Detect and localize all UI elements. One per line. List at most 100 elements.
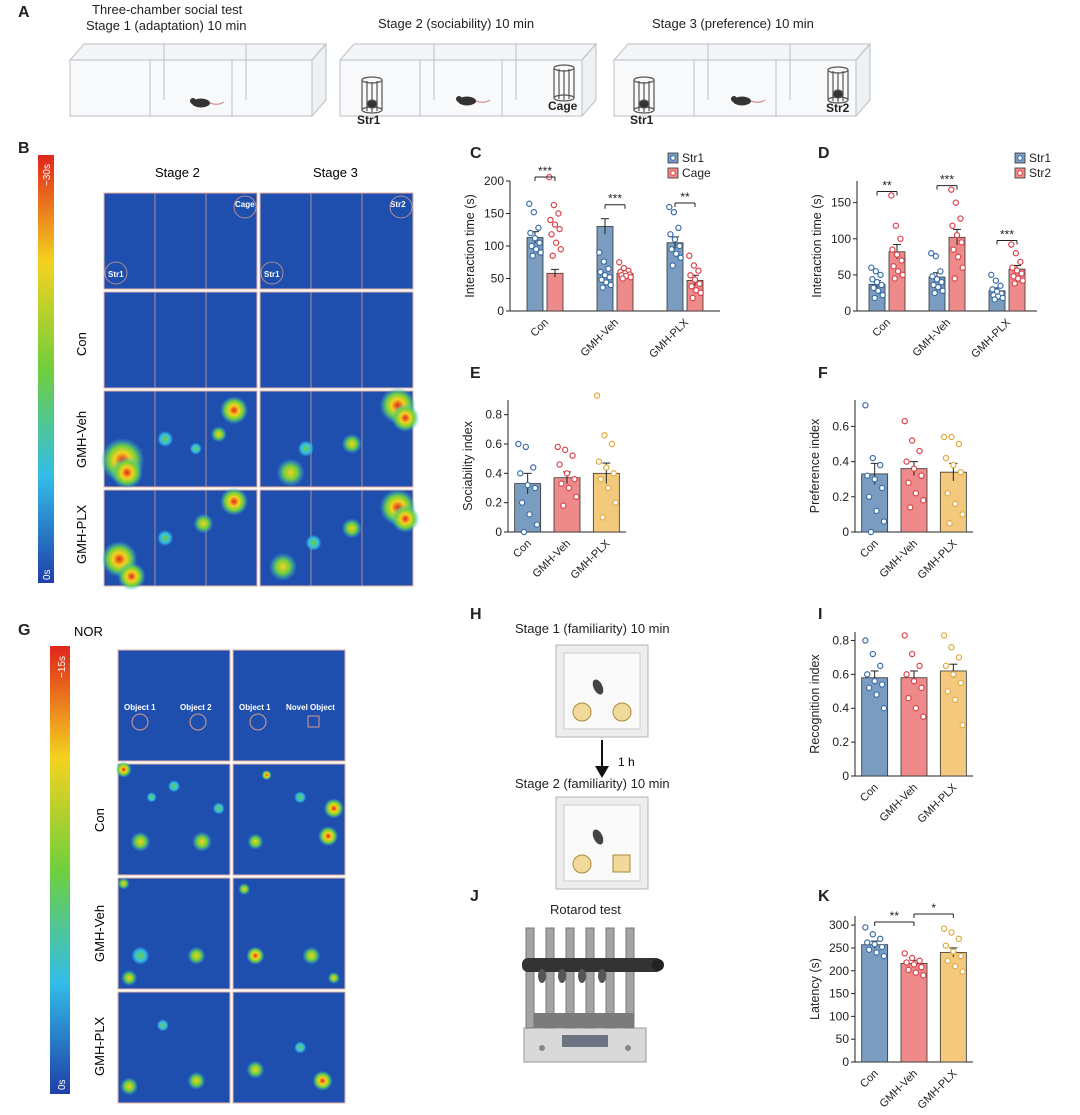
data-point <box>942 662 950 670</box>
data-point <box>598 276 605 283</box>
data-point <box>675 224 682 232</box>
data-point <box>950 948 957 955</box>
panel-label-a: A <box>18 4 30 21</box>
data-point <box>877 662 884 670</box>
data-point <box>988 271 995 279</box>
data-point <box>560 502 567 509</box>
data-point <box>918 472 925 479</box>
significance-stars: *** <box>608 192 622 206</box>
heat-spot <box>187 1071 206 1090</box>
y-axis-label: Recognition index <box>808 654 822 754</box>
heat-spot <box>220 396 249 425</box>
heat-spot <box>327 971 340 984</box>
data-point <box>561 446 569 454</box>
y-tick-label: 0.2 <box>485 496 502 510</box>
data-point <box>951 696 959 703</box>
heat-spot <box>268 552 297 581</box>
data-point <box>864 472 871 479</box>
data-point <box>878 943 886 951</box>
y-tick-label: 0.8 <box>485 408 502 422</box>
data-point <box>878 484 886 492</box>
data-point <box>536 239 543 246</box>
data-point <box>552 239 560 246</box>
significance-stars: ** <box>680 190 690 204</box>
data-point <box>958 239 965 246</box>
data-point <box>940 433 948 441</box>
data-point <box>880 952 888 960</box>
data-point <box>907 504 914 511</box>
bar <box>861 677 889 777</box>
data-point <box>920 972 927 979</box>
y-tick-label: 150 <box>831 196 851 210</box>
heatmap-tile <box>117 877 231 990</box>
interval-label: 1 h <box>618 755 635 769</box>
data-point <box>869 650 877 658</box>
heatmap-tile <box>103 291 258 389</box>
data-point <box>928 250 935 257</box>
data-point <box>600 258 608 265</box>
significance-stars: *** <box>538 164 552 178</box>
data-point <box>880 705 888 712</box>
data-point <box>948 433 955 441</box>
panel-label-h: H <box>470 606 482 623</box>
data-point <box>874 287 882 294</box>
data-point <box>959 968 966 975</box>
data-point <box>697 289 704 296</box>
significance-stars: *** <box>1000 228 1014 242</box>
heatmap-tile <box>103 192 258 290</box>
data-point <box>873 507 880 515</box>
row-gmh-plx: GMH-PLX <box>74 504 89 564</box>
panel-label-k: K <box>818 888 830 905</box>
y-tick-label: 0 <box>842 525 849 539</box>
data-point <box>522 443 530 451</box>
y-tick-label: 50 <box>838 268 852 282</box>
x-tick-label: GMH-Veh <box>530 538 573 581</box>
data-point <box>557 246 564 253</box>
data-point <box>865 684 873 692</box>
panel-label-g: G <box>18 622 31 639</box>
panel-a-stage1: Stage 1 (adaptation) 10 min <box>86 18 247 33</box>
data-point <box>871 294 878 302</box>
data-point <box>1008 241 1015 248</box>
data-point <box>905 966 912 974</box>
data-point <box>530 208 538 216</box>
data-point <box>533 521 541 528</box>
data-point <box>946 519 953 527</box>
data-point <box>530 464 537 471</box>
heatmap-tile <box>259 192 414 290</box>
heat-spot <box>192 831 212 852</box>
legend-marker <box>670 155 676 161</box>
heat-spot <box>115 761 132 778</box>
y-tick-label: 0 <box>495 525 502 539</box>
panel-a-stage2: Stage 2 (sociability) 10 min <box>378 16 535 31</box>
data-point <box>912 969 920 976</box>
bar <box>546 272 564 312</box>
panel-label-c: C <box>470 145 482 162</box>
heat-spot <box>297 440 314 457</box>
y-tick-label: 0.2 <box>832 490 849 504</box>
data-point <box>951 500 959 508</box>
data-point <box>558 480 565 487</box>
x-tick-label: Con <box>858 1068 881 1091</box>
data-point <box>864 671 871 678</box>
data-point <box>950 461 957 469</box>
bar <box>900 677 928 777</box>
y-tick-label: 0.8 <box>832 633 849 647</box>
data-point <box>948 929 955 936</box>
cage-icon <box>361 64 849 114</box>
data-point <box>944 957 951 964</box>
label-str1-stage3: Str1 <box>630 113 654 127</box>
y-axis-label: Sociability index <box>461 420 475 510</box>
bar <box>900 963 928 1063</box>
y-tick-label: 0.6 <box>832 419 849 433</box>
y-tick-label: 0.6 <box>485 437 502 451</box>
data-point <box>596 249 603 256</box>
data-point <box>948 644 955 651</box>
data-point <box>862 637 869 644</box>
heat-spot <box>341 518 362 539</box>
data-point <box>948 186 955 193</box>
mouse-icon <box>190 96 766 108</box>
data-point <box>955 654 963 661</box>
heatmap-tile <box>117 649 231 762</box>
data-point <box>899 271 906 279</box>
